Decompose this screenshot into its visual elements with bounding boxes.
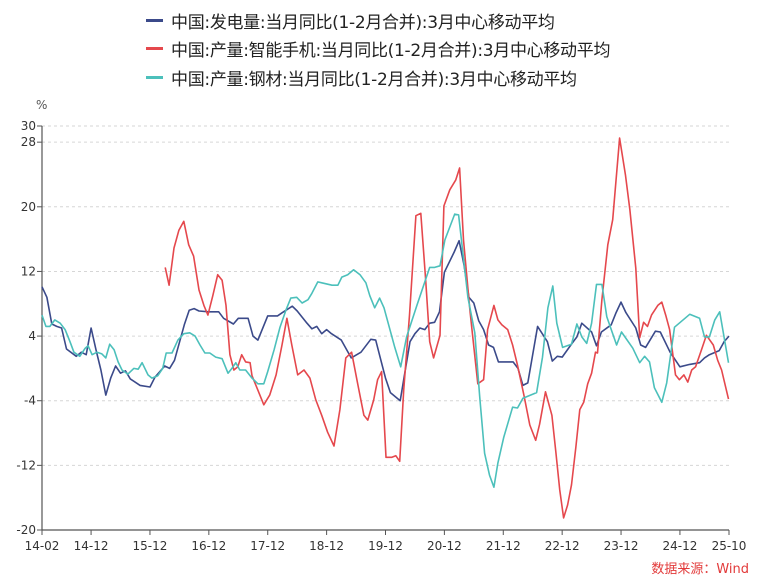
gridlines	[42, 125, 729, 466]
legend-label: 中国:产量:智能手机:当月同比(1-2月合并):3月中心移动平均	[171, 41, 611, 62]
y-tick-label: 12	[21, 264, 36, 278]
x-tick-label: 16-12	[191, 539, 226, 553]
x-tick-label: 20-12	[427, 539, 462, 553]
y-tick-label: -20	[16, 523, 36, 537]
y-axis-unit: %	[36, 98, 48, 112]
series-line-1	[164, 137, 730, 519]
y-tick-label: 28	[21, 135, 36, 149]
y-tick-label: -4	[24, 394, 36, 408]
x-tick-label: 14-12	[74, 539, 109, 553]
x-tick-label: 19-12	[368, 539, 403, 553]
y-tick-label: 4	[28, 329, 36, 343]
y-tick-label: 30	[21, 119, 36, 133]
data-source: 数据来源：Wind	[651, 562, 749, 577]
x-tick-label: 21-12	[486, 539, 521, 553]
x-tick-label: 24-12	[662, 539, 697, 553]
legend: 中国:发电量:当月同比(1-2月合并):3月中心移动平均 中国:产量:智能手机:…	[146, 6, 610, 92]
x-tick-label: 22-12	[545, 539, 580, 553]
x-tick-label: 18-12	[309, 539, 344, 553]
legend-swatch	[146, 18, 163, 22]
legend-item-power: 中国:发电量:当月同比(1-2月合并):3月中心移动平均	[146, 6, 610, 35]
series-lines	[41, 137, 730, 519]
axes: 30 28 20 12 4 -4 -12 -20 14-02 14-12 15-12 16-12 17-…	[16, 119, 746, 553]
x-tick-label: 14-02	[25, 539, 60, 553]
x-tick-label: 17-12	[250, 539, 285, 553]
legend-swatch	[146, 75, 163, 79]
series-line-2	[41, 213, 730, 488]
x-tick-label: 15-12	[133, 539, 168, 553]
x-tick-label: 23-12	[604, 539, 639, 553]
legend-item-smartphone: 中国:产量:智能手机:当月同比(1-2月合并):3月中心移动平均	[146, 35, 610, 64]
series-line-0	[41, 239, 730, 402]
y-tick-label: -12	[16, 458, 36, 472]
x-tick-label: 25-10	[712, 539, 747, 553]
legend-label: 中国:发电量:当月同比(1-2月合并):3月中心移动平均	[171, 12, 555, 33]
legend-item-steel: 中国:产量:钢材:当月同比(1-2月合并):3月中心移动平均	[146, 63, 610, 92]
legend-swatch	[146, 47, 163, 51]
y-tick-label: 20	[21, 200, 36, 214]
legend-label: 中国:产量:钢材:当月同比(1-2月合并):3月中心移动平均	[171, 69, 577, 90]
